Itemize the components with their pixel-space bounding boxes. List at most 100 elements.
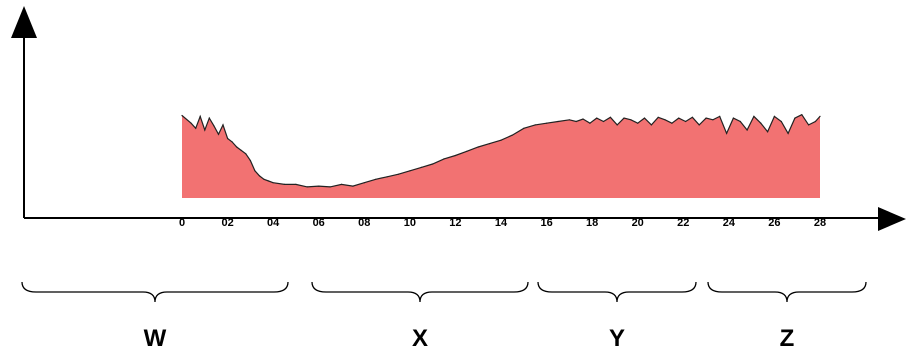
group-brace (707, 281, 867, 303)
data-point (794, 117, 796, 119)
data-point (712, 119, 714, 121)
data-point (222, 124, 224, 126)
group-brace (537, 281, 697, 303)
data-point (190, 122, 192, 124)
data-point (511, 134, 513, 136)
x-tick-label: 0 (179, 217, 185, 229)
x-axis-arrow-icon (878, 207, 906, 231)
data-point (746, 129, 748, 131)
x-tick-label: 10 (404, 217, 416, 229)
data-point (575, 120, 577, 123)
x-tick-label: 28 (814, 217, 826, 229)
data-point (258, 175, 261, 177)
data-point (443, 158, 445, 160)
data-point (719, 115, 721, 117)
group-label: Y (609, 325, 625, 349)
data-point (397, 173, 400, 175)
x-tick-label: 26 (768, 217, 780, 229)
y-axis-arrow-icon (11, 6, 37, 38)
data-point (208, 117, 210, 119)
area-fill (182, 114, 820, 198)
x-tick-label: 14 (495, 217, 508, 229)
data-point (643, 117, 646, 119)
data-point (609, 116, 612, 118)
data-point (500, 139, 502, 141)
data-point (306, 186, 308, 188)
x-tick-labels: 0 02 04 06 08 10 12 14 16 18 20 22 24 26 28 (179, 217, 826, 229)
data-point (780, 120, 782, 123)
data-point (657, 116, 659, 118)
x-tick-label: 02 (221, 217, 233, 229)
data-point (691, 116, 694, 118)
data-point (760, 122, 762, 124)
x-tick-label: 16 (540, 217, 552, 229)
data-point (801, 114, 803, 116)
data-point (432, 163, 434, 165)
data-point (616, 124, 618, 126)
data-point (650, 124, 653, 126)
x-tick-label: 24 (723, 217, 736, 229)
data-point (739, 120, 741, 123)
data-point (466, 150, 468, 152)
data-point (753, 115, 755, 117)
data-point (249, 160, 251, 162)
data-point (489, 143, 491, 145)
x-tick-label: 06 (313, 217, 325, 229)
data-point (698, 124, 700, 126)
data-point (254, 170, 256, 172)
data-point (213, 125, 215, 127)
data-point (568, 119, 571, 121)
data-point (705, 117, 707, 119)
data-point (217, 133, 220, 135)
data-point (623, 117, 625, 119)
data-point (231, 141, 233, 143)
data-point (263, 178, 265, 180)
data-point (363, 182, 365, 184)
data-point (199, 115, 201, 117)
data-point (340, 183, 343, 185)
data-point (181, 114, 183, 117)
data-point (814, 120, 817, 123)
data-point (808, 124, 810, 126)
group-label: W (144, 325, 167, 349)
group-brace (311, 281, 529, 303)
group-braces: W X Y Z (21, 281, 867, 349)
area-series (181, 113, 821, 198)
data-point (245, 153, 247, 155)
x-tick-label: 20 (632, 217, 644, 229)
data-point (454, 154, 456, 157)
data-point (726, 132, 728, 134)
group-brace (21, 281, 289, 303)
data-point (352, 185, 354, 187)
data-point (477, 146, 479, 148)
data-point (678, 117, 680, 119)
x-tick-label: 18 (586, 217, 598, 229)
data-point (409, 170, 411, 172)
data-point (240, 149, 242, 151)
data-point (773, 115, 776, 117)
data-point (664, 119, 666, 121)
data-point (671, 122, 673, 124)
data-point (386, 176, 388, 178)
x-tick-label: 08 (358, 217, 370, 229)
data-point (195, 127, 197, 129)
data-point (283, 183, 286, 185)
x-tick-label: 12 (449, 217, 461, 229)
data-point (767, 131, 769, 133)
data-point (329, 186, 331, 188)
data-point (589, 122, 591, 124)
data-point (523, 127, 525, 129)
data-point (582, 118, 584, 120)
group-label: Z (780, 325, 795, 349)
data-point (819, 115, 821, 117)
data-point (272, 182, 274, 184)
data-point (787, 132, 789, 134)
group-label: X (412, 325, 428, 349)
data-point (637, 122, 639, 124)
data-point (602, 120, 605, 123)
x-tick-label: 22 (677, 217, 689, 229)
data-point (204, 129, 206, 131)
data-point (596, 117, 598, 119)
data-point (375, 178, 377, 180)
